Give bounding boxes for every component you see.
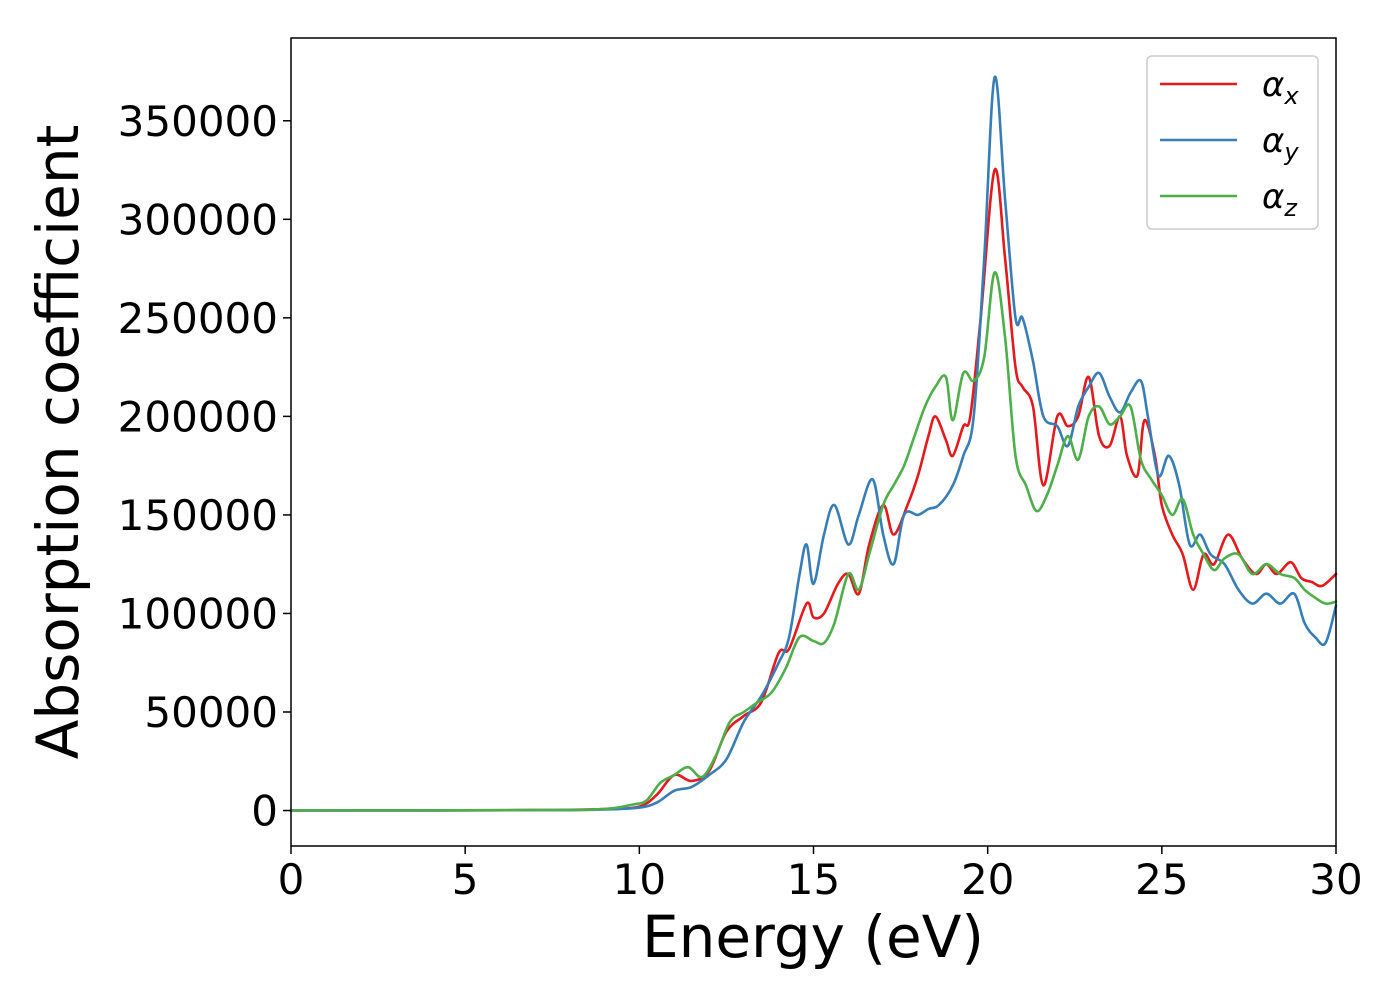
series-layer [289,75,1338,812]
y-tick-label: 150000 [118,491,278,540]
y-tick-label: 50000 [144,688,278,737]
x-tick-label: 20 [961,855,1014,904]
x-tick-label: 10 [613,855,666,904]
y-tick-label: 300000 [118,195,278,244]
y-axis-title: Absorption coefficient [24,125,92,760]
series-line-y [289,75,1338,812]
legend: αx αy αz [1146,55,1319,230]
x-tick-label: 15 [787,855,840,904]
legend-label-x: αx [1262,65,1299,110]
x-axis: 0 5 10 15 20 25 30 [278,846,1363,904]
x-tick-label: 25 [1135,855,1188,904]
x-tick-label: 5 [452,855,479,904]
legend-label-z: αz [1262,177,1298,222]
y-tick-label: 0 [251,787,278,836]
y-tick-label: 250000 [118,294,278,343]
y-tick-label: 200000 [118,392,278,441]
y-tick-label: 350000 [118,97,278,146]
y-tick-label: 100000 [118,589,278,638]
legend-label-y: αy [1262,121,1299,166]
series-line-z [289,271,1338,812]
x-tick-label: 0 [278,855,305,904]
legend-box [1146,55,1319,230]
y-axis: 0 50000 100000 150000 200000 250000 300000 3500… [118,97,291,836]
x-tick-label: 30 [1309,855,1362,904]
x-axis-title: Energy (eV) [642,903,984,971]
